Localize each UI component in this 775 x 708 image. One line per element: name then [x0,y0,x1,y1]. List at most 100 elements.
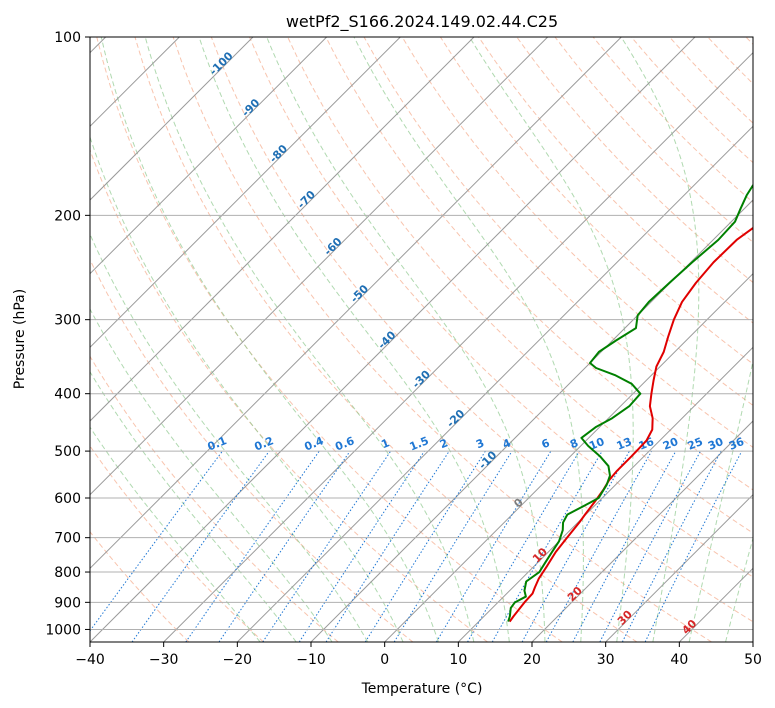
dry-adiabat [401,37,753,406]
y-tick-label: 500 [54,444,81,460]
isotherm-label: 10 [530,545,550,565]
dry-adiabat [439,37,753,365]
isotherm-line [752,641,753,642]
mixing-ratio-label: 20 [661,435,680,453]
mixing-ratio-line [545,450,653,642]
y-tick-label: 800 [54,565,81,581]
isotherm-label: 40 [679,617,699,637]
mixing-ratio-line [90,450,223,632]
mixing-ratio-label: 25 [686,435,705,453]
y-tick-label: 400 [54,387,81,403]
x-tick-label: 40 [670,652,688,668]
isotherm-label: -80 [267,142,290,165]
mixing-ratio-line [599,450,701,642]
isotherm-line [90,37,254,201]
mixing-ratio-label: 3 [474,436,486,451]
mixing-ratio-label: 10 [587,435,606,453]
sounding-profiles [507,183,753,623]
mixing-ratio-label: 36 [727,435,746,453]
moist-adiabat [266,37,546,642]
dry-adiabat [96,37,563,642]
isotherm-label: -40 [375,328,398,351]
x-tick-label: −10 [296,652,326,668]
dry-adiabat [90,445,264,642]
x-tick-label: −30 [149,652,179,668]
dry-adiabat [90,148,488,642]
mixing-ratio-label: 4 [501,436,513,451]
dry-adiabat [745,37,753,45]
dry-adiabat [707,37,753,85]
mixing-ratio-line [131,450,270,642]
mixing-ratio-line [572,450,677,642]
mixing-ratio-line [393,450,513,642]
moist-adiabat [90,135,404,642]
pressure-gridlines [90,37,753,630]
x-tick-label: −20 [223,652,253,668]
y-tick-label: 700 [54,531,81,547]
mixing-ratio-line [262,450,392,642]
dry-adiabat [90,531,190,642]
moist-adiabat [100,37,439,642]
plot-frame [89,36,754,643]
moist-adiabat [198,37,510,642]
x-axis-label: Temperature (°C) [361,681,483,697]
y-tick-label: 100 [54,30,81,46]
mixing-ratio-label: 16 [637,435,656,453]
mixing-ratio-line [521,450,630,642]
moist-adiabat [353,37,584,642]
mixing-ratio-label: 1 [379,436,391,451]
mixing-ratio-line [621,450,722,642]
isotherm-line [310,199,753,642]
y-tick-label: 300 [54,313,81,329]
x-tick-label: 50 [744,652,762,668]
moist-adiabat [90,308,333,642]
moist-adiabat [90,426,261,642]
isotherm-line [678,567,753,642]
y-tick-label: 1000 [45,622,81,638]
chart-title: wetPf2_S166.2024.149.02.44.C25 [286,12,558,32]
isotherm-line [163,51,753,642]
isotherm-line [605,493,753,642]
moist-adiabat [469,37,634,642]
background-lines [90,37,753,642]
isotherm-line [90,37,328,275]
dry-adiabat [325,37,753,491]
dry-adiabat [287,37,753,534]
x-tick-label: 10 [449,652,467,668]
y-tick-label: 200 [54,208,81,224]
dry-adiabat [90,355,339,642]
mixing-ratio-line [435,450,552,642]
mixing-ratio-line [325,450,450,642]
mixing-ratio-label: 6 [540,436,552,451]
isotherm-line [90,37,549,496]
moist-adiabat [90,233,369,642]
moist-adiabat [144,37,475,642]
isotherm-line [90,37,696,642]
mixing-ratio-line [364,450,486,642]
isotherm-line [90,37,401,349]
dry-adiabat [249,37,753,578]
isotherm-line [384,272,753,642]
moist-adiabat [688,358,753,642]
isotherm-label: -10 [476,448,499,471]
dry-adiabat [554,37,753,243]
isotherm-line [90,37,475,422]
mixing-ratio-line [218,450,351,642]
y-tick-label: 900 [54,595,81,611]
isotherm-line [236,125,753,642]
mixing-ratio-label: 30 [706,435,725,453]
dry-adiabat [363,37,753,448]
dry-adiabat [90,258,414,642]
temperature-profile-line [508,226,753,623]
isotherm-label: -100 [207,49,236,78]
isotherm-label: -30 [410,367,433,390]
mixing-ratio-line [644,450,743,642]
isotherm-line [90,37,622,570]
y-axis-ticks: 100 200 300 400 500 600 700 800 900 1000 [45,30,90,638]
x-tick-label: −40 [75,652,105,668]
x-tick-label: 0 [380,652,389,668]
mixing-ratio-label: 8 [568,436,580,451]
y-tick-label: 600 [54,491,81,507]
